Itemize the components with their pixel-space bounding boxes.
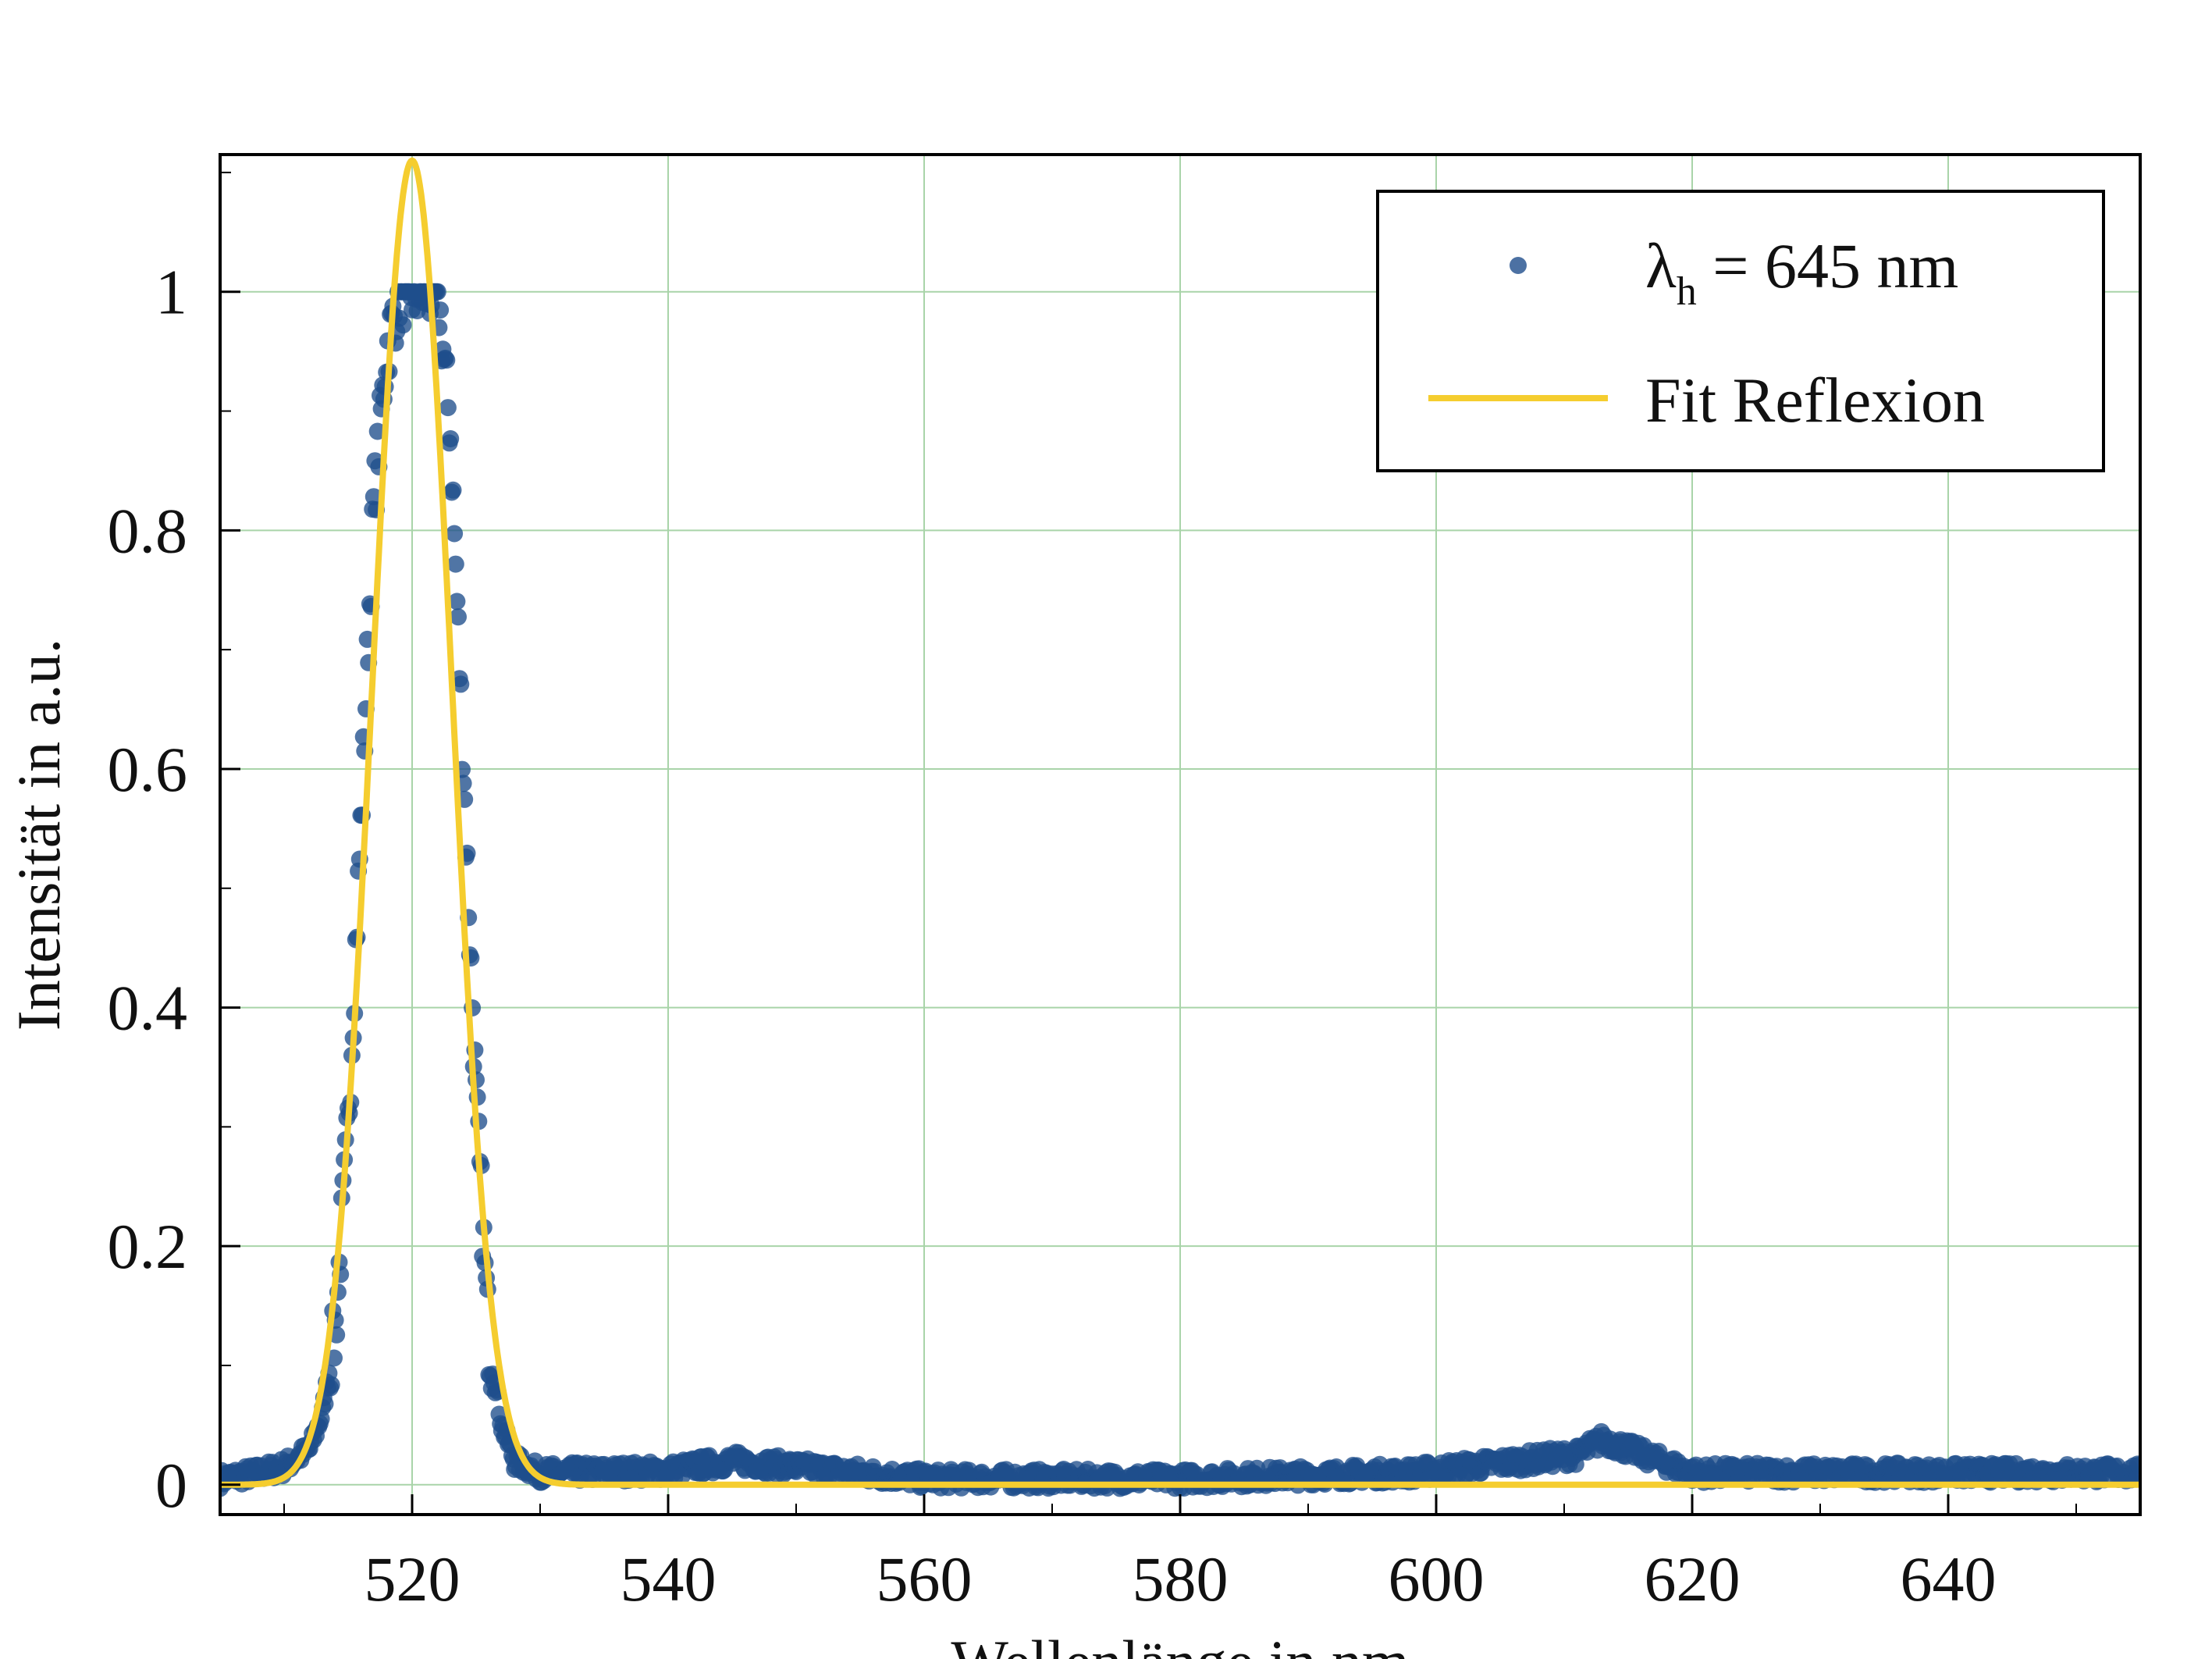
data-point: [442, 430, 460, 447]
y-axis-label: Intensität in a.u.: [5, 639, 73, 1031]
y-tick-label: 1: [155, 257, 187, 328]
legend-scatter-value: = 645 nm: [1697, 230, 1959, 301]
data-point: [438, 351, 456, 369]
legend-line-label: Fit Reflexion: [1645, 365, 1985, 436]
legend: λh = 645 nm Fit Reflexion: [1376, 190, 2105, 472]
data-point: [444, 481, 462, 499]
data-point: [446, 525, 464, 543]
data-point: [365, 488, 382, 506]
x-tick-label: 620: [1645, 1543, 1741, 1614]
data-point: [448, 593, 466, 611]
data-point: [432, 301, 450, 319]
x-tick-label: 640: [1901, 1543, 1997, 1614]
y-tick-label: 0.8: [108, 495, 188, 566]
x-tick-label: 600: [1389, 1543, 1485, 1614]
y-tick-label: 0.6: [108, 734, 188, 805]
data-point: [394, 316, 412, 334]
data-point: [446, 555, 464, 573]
data-point: [2130, 1456, 2140, 1474]
legend-box: [1376, 190, 2105, 472]
y-tick-label: 0.4: [108, 973, 188, 1044]
fit-line: [220, 157, 2140, 1488]
x-axis-label: Wellenlänge in nm: [951, 1628, 1409, 1659]
data-point: [452, 675, 470, 693]
legend-scatter-marker: [1510, 257, 1527, 274]
data-point: [450, 608, 467, 626]
y-tick-label: 0: [155, 1450, 187, 1521]
data-point: [322, 1376, 340, 1394]
x-tick-label: 580: [1133, 1543, 1229, 1614]
fit-series: [220, 157, 2140, 1488]
legend-scatter-subscript: h: [1677, 269, 1697, 314]
legend-scatter-label: λh = 645 nm: [1645, 230, 1958, 314]
x-tick-label: 520: [365, 1543, 461, 1614]
x-tick-label: 560: [877, 1543, 973, 1614]
data-point: [439, 399, 457, 417]
tick-labels: 520 540 560 580 600 620 640 0 0.2 0.4 0.6 0.8 1: [108, 257, 1997, 1614]
x-tick-label: 540: [621, 1543, 717, 1614]
legend-scatter-symbol: λ: [1645, 230, 1677, 301]
ticks: [220, 171, 2077, 1515]
y-tick-label: 0.2: [108, 1211, 188, 1282]
data-point: [368, 422, 386, 440]
